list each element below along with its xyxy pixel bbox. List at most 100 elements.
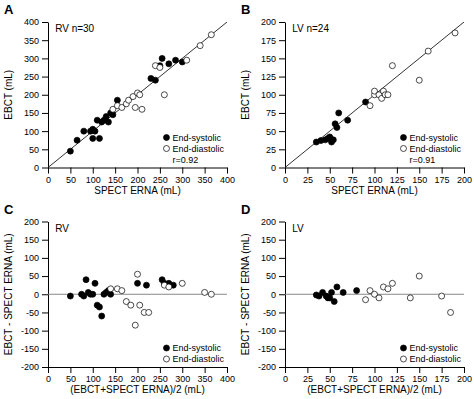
point <box>407 295 413 301</box>
point <box>161 92 167 98</box>
tick-mark <box>285 168 286 174</box>
legend-marker <box>163 146 169 152</box>
legend-label: End-diastolic <box>172 354 224 364</box>
point <box>363 297 369 303</box>
tick-label: -100 <box>21 326 39 336</box>
point <box>152 77 158 83</box>
point <box>105 119 111 125</box>
point <box>143 282 149 288</box>
tick-mark <box>279 40 285 41</box>
point <box>119 288 125 294</box>
tick: 150 <box>24 108 48 118</box>
tick: -100 <box>258 326 285 336</box>
y-axis-title: EBCT - SPECT ERNA (mL) <box>3 233 14 355</box>
point <box>110 112 116 118</box>
point <box>179 280 185 286</box>
legend: End-systolicEnd-diastolicr=0.92 <box>163 133 224 165</box>
point <box>439 293 445 299</box>
legend-entry: End-diastolic <box>163 354 224 364</box>
point <box>376 295 382 301</box>
title: LV n=24 <box>292 23 329 34</box>
tick-mark <box>352 168 353 174</box>
tick-mark <box>160 367 161 373</box>
tick-label: 50 <box>266 127 276 137</box>
legend-label: r=0.91 <box>409 155 435 165</box>
tick: 150 <box>108 168 123 185</box>
tick-label: 0 <box>46 374 51 384</box>
tick: 25 <box>303 367 313 384</box>
tick: 200 <box>261 217 285 227</box>
tick-label: 350 <box>24 36 39 46</box>
tick-label: 0 <box>283 175 288 185</box>
y-axis: -200-150-100-50050100150200 <box>21 217 49 373</box>
identity-line <box>285 22 464 168</box>
point <box>81 128 87 134</box>
point <box>146 309 152 315</box>
legend-label: End-systolic <box>409 343 458 353</box>
point <box>108 286 114 292</box>
tick-label: -200 <box>21 362 39 372</box>
tick-label: 50 <box>325 374 335 384</box>
legend-marker <box>400 135 406 141</box>
legend: End-systolicEnd-diastolic <box>163 343 224 364</box>
tick-mark <box>307 367 308 373</box>
tick-mark <box>205 168 206 174</box>
tick-label: 150 <box>412 374 427 384</box>
tick-label: 0 <box>46 175 51 185</box>
tick-mark <box>279 258 285 259</box>
tick: 350 <box>198 168 213 185</box>
tick-mark <box>464 367 465 373</box>
x-axis-title: (EBCT+SPECT ERNA)/2 (mL) <box>70 384 205 395</box>
tick-mark <box>442 367 443 373</box>
tick: 300 <box>175 168 190 185</box>
point <box>334 124 340 130</box>
tick-mark <box>279 168 285 169</box>
tick: 75 <box>266 108 285 118</box>
point <box>139 106 145 112</box>
tick-mark <box>279 131 285 132</box>
tick: 100 <box>24 253 48 263</box>
point <box>83 277 89 283</box>
tick: 200 <box>130 168 145 185</box>
tick-label: 200 <box>130 374 145 384</box>
tick: 175 <box>435 367 450 384</box>
point <box>329 289 335 295</box>
tick-label: 50 <box>66 175 76 185</box>
tick-label: 200 <box>457 374 472 384</box>
tick-mark <box>42 77 48 78</box>
tick-label: 300 <box>24 54 39 64</box>
tick: 25 <box>266 145 285 155</box>
zero-line <box>48 294 227 295</box>
series <box>110 32 214 113</box>
legend-entry: End-systolic <box>163 133 221 143</box>
tick: 250 <box>24 72 48 82</box>
tick: 350 <box>24 36 48 46</box>
point <box>336 110 342 116</box>
tick-mark <box>182 367 183 373</box>
tick-label: 200 <box>24 217 39 227</box>
tick: 75 <box>348 168 358 185</box>
tick-mark <box>227 168 228 174</box>
tick-label: 150 <box>108 175 123 185</box>
y-axis-title: EBCT (mL) <box>3 70 14 120</box>
tick: 125 <box>261 72 285 82</box>
tick-mark <box>352 367 353 373</box>
series <box>313 99 368 145</box>
tick-label: 75 <box>348 374 358 384</box>
point <box>137 302 143 308</box>
tick: 50 <box>325 168 335 185</box>
point <box>416 273 422 279</box>
legend-label: End-diastolic <box>409 354 461 364</box>
tick-mark <box>115 168 116 174</box>
tick: 50 <box>266 127 285 137</box>
marks <box>48 22 227 168</box>
tick-label: 200 <box>130 175 145 185</box>
panel: 050100150200250300350400-200-150-100-500… <box>3 202 235 396</box>
tick-mark <box>397 168 398 174</box>
tick-label: 150 <box>24 108 39 118</box>
tick-mark <box>279 331 285 332</box>
tick: 100 <box>261 253 285 263</box>
tick-mark <box>279 367 285 368</box>
tick-mark <box>279 240 285 241</box>
tick-mark <box>279 22 285 23</box>
